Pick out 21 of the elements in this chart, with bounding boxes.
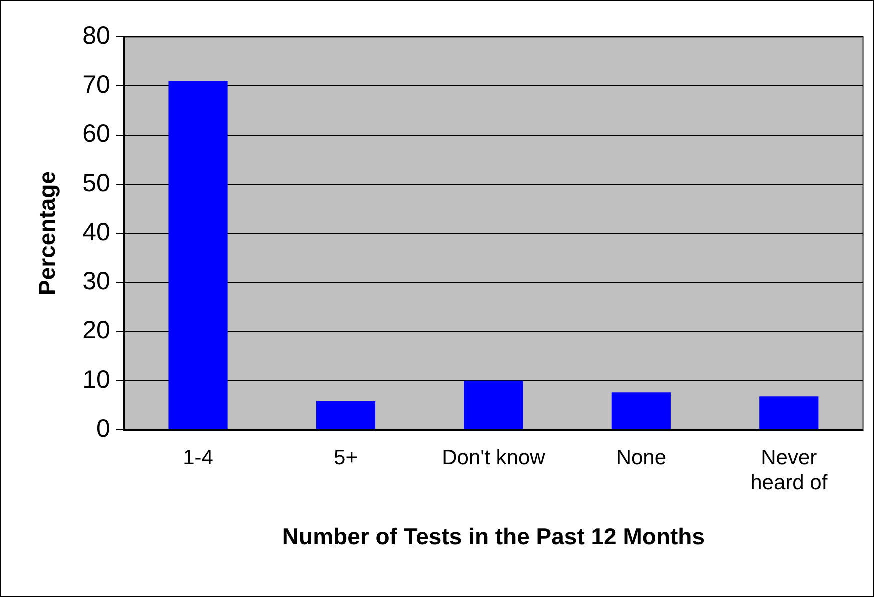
x-tick-label: Never heard of: [750, 446, 828, 495]
x-tick-label: Don't know: [442, 446, 546, 470]
y-tick-label: 80: [82, 22, 110, 50]
bar: [168, 81, 228, 430]
x-tick-label: 5+: [334, 446, 358, 470]
x-tick-label: None: [616, 446, 667, 470]
y-axis-title: Percentage: [34, 171, 60, 296]
bar: [760, 396, 819, 430]
bar: [316, 402, 376, 430]
x-axis-title: Number of Tests in the Past 12 Months: [282, 524, 705, 550]
y-tick-label: 50: [82, 169, 110, 198]
y-tick-label: 10: [82, 366, 110, 394]
y-tick-label: 30: [82, 268, 110, 296]
y-tick-label: 20: [82, 316, 110, 345]
bar: [612, 392, 671, 430]
y-tick-label: 0: [96, 414, 110, 443]
bar: [464, 380, 524, 430]
x-tick-label: 1-4: [183, 446, 214, 470]
y-tick-label: 40: [82, 218, 110, 246]
y-tick-label: 60: [82, 120, 110, 148]
y-tick-label: 70: [82, 71, 110, 100]
